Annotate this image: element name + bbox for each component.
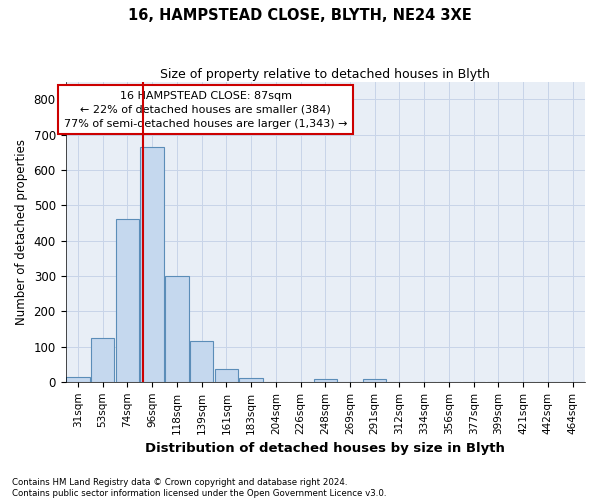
Text: 16, HAMPSTEAD CLOSE, BLYTH, NE24 3XE: 16, HAMPSTEAD CLOSE, BLYTH, NE24 3XE: [128, 8, 472, 22]
Bar: [239, 378, 263, 382]
Title: Size of property relative to detached houses in Blyth: Size of property relative to detached ho…: [160, 68, 490, 80]
Text: Contains HM Land Registry data © Crown copyright and database right 2024.
Contai: Contains HM Land Registry data © Crown c…: [12, 478, 386, 498]
Bar: [363, 379, 386, 382]
Text: 16 HAMPSTEAD CLOSE: 87sqm
← 22% of detached houses are smaller (384)
77% of semi: 16 HAMPSTEAD CLOSE: 87sqm ← 22% of detac…: [64, 90, 347, 128]
Bar: [215, 370, 238, 382]
Bar: [66, 376, 89, 382]
Y-axis label: Number of detached properties: Number of detached properties: [15, 138, 28, 324]
Bar: [165, 276, 188, 382]
Bar: [140, 147, 164, 382]
Bar: [91, 338, 115, 382]
X-axis label: Distribution of detached houses by size in Blyth: Distribution of detached houses by size …: [145, 442, 505, 455]
Bar: [190, 341, 214, 382]
Bar: [116, 220, 139, 382]
Bar: [314, 379, 337, 382]
